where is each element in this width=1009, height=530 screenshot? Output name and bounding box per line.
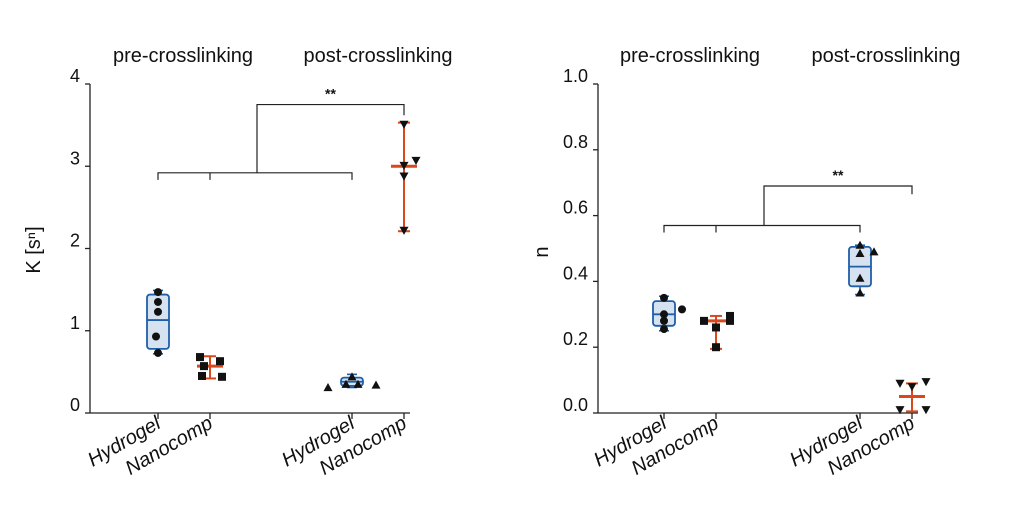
- data-point: [921, 378, 931, 387]
- data-point: [198, 371, 206, 380]
- series-hydrogel-2: [323, 372, 381, 392]
- bracket-lower: [663, 224, 861, 233]
- data-point: [196, 353, 204, 362]
- data-point: [726, 311, 734, 320]
- y-tick-label: 0.6: [563, 198, 588, 218]
- significance-bracket: **: [157, 86, 405, 180]
- series-nanocomp-1: [700, 311, 734, 352]
- data-point: [399, 226, 409, 235]
- significance-label: **: [833, 167, 844, 183]
- data-point: [700, 316, 708, 325]
- data-point: [399, 172, 409, 181]
- data-point: [895, 379, 905, 388]
- data-point: [869, 247, 879, 256]
- group-label-post: post-crosslinking: [304, 45, 453, 67]
- y-tick-label: 4: [70, 66, 80, 86]
- data-point: [341, 379, 351, 388]
- y-tick-label: 3: [70, 148, 80, 168]
- y-tick-label: 1: [70, 313, 80, 333]
- data-point: [660, 316, 668, 325]
- data-point: [855, 248, 865, 258]
- data-point: [411, 156, 421, 165]
- data-point: [855, 273, 865, 282]
- y-tick-label: 1.0: [563, 66, 588, 86]
- y-tick-label: 0.4: [563, 263, 588, 283]
- data-point: [895, 406, 905, 415]
- data-point: [371, 380, 381, 389]
- data-point: [399, 161, 409, 170]
- data-point: [660, 310, 668, 319]
- series-hydrogel-0: [146, 288, 170, 357]
- data-point: [218, 372, 226, 381]
- bracket-upper: [256, 103, 405, 173]
- data-point: [154, 307, 162, 316]
- bracket-lower: [157, 172, 353, 180]
- y-tick-label: 0: [70, 395, 80, 415]
- data-point: [855, 288, 865, 297]
- data-point: [660, 293, 668, 302]
- group-label-pre: pre-crosslinking: [620, 45, 760, 67]
- data-point: [347, 372, 357, 381]
- data-point: [353, 379, 363, 388]
- data-point: [907, 383, 917, 392]
- data-point: [200, 362, 208, 371]
- y-tick-label: 0.0: [563, 395, 588, 415]
- data-point: [678, 305, 686, 314]
- series-hydrogel-0: [652, 293, 686, 334]
- series-hydrogel-2: [848, 240, 879, 297]
- y-tick-label: 0.2: [563, 329, 588, 349]
- data-point: [323, 383, 333, 392]
- series-nanocomp-3: [391, 120, 421, 235]
- y-tick-label: 0.8: [563, 132, 588, 152]
- data-point: [216, 357, 224, 366]
- y-axis-title: K [sⁿ]: [23, 226, 45, 273]
- y-axis-title: n: [531, 246, 553, 257]
- group-label-pre: pre-crosslinking: [113, 45, 253, 67]
- group-label-post: post-crosslinking: [812, 45, 961, 67]
- series-nanocomp-1: [196, 353, 226, 381]
- data-point: [154, 348, 162, 357]
- significance-bracket: **: [663, 167, 913, 233]
- data-point: [712, 323, 720, 332]
- data-point: [921, 406, 931, 415]
- data-point: [152, 332, 160, 341]
- data-point: [154, 297, 162, 306]
- data-point: [712, 343, 720, 352]
- significance-label: **: [325, 86, 336, 102]
- data-point: [399, 120, 409, 129]
- bracket-upper: [763, 185, 913, 226]
- series-nanocomp-3: [895, 378, 931, 415]
- data-point: [154, 288, 162, 297]
- y-tick-label: 2: [70, 231, 80, 251]
- data-point: [660, 325, 668, 334]
- data-point: [855, 240, 865, 249]
- data-point: [726, 316, 734, 325]
